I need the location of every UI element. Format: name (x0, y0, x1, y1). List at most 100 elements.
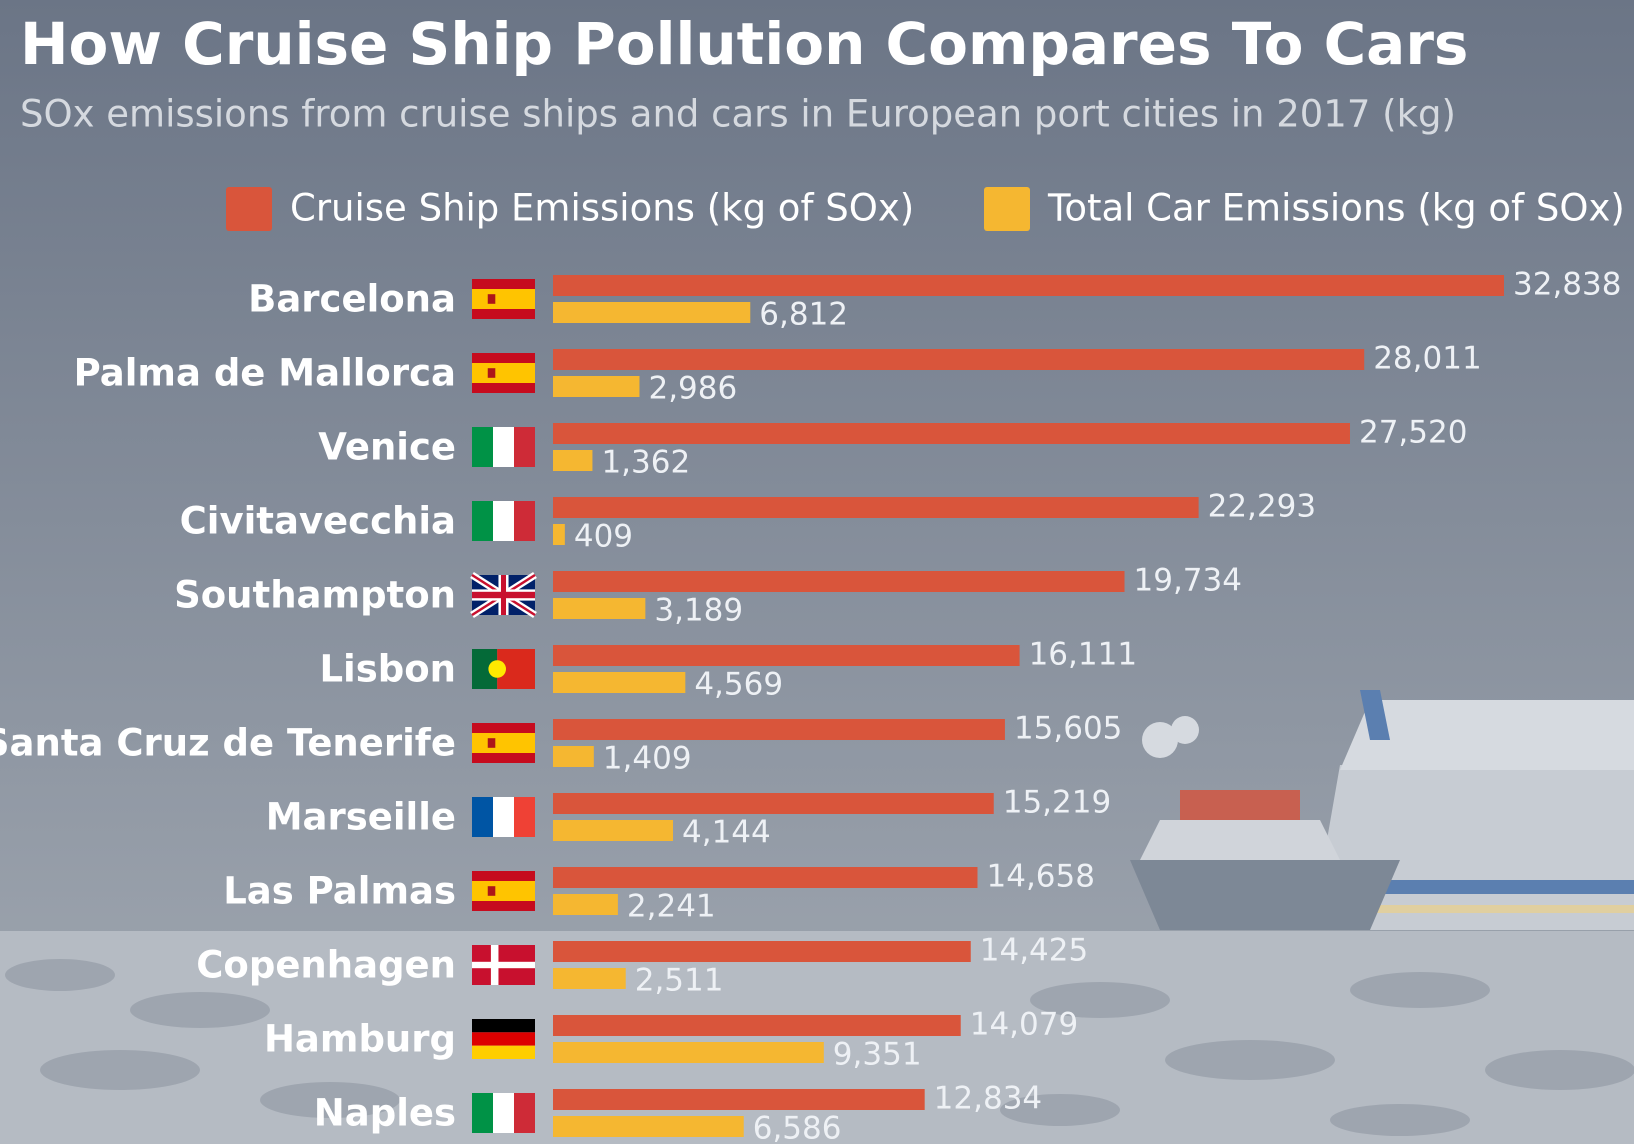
category-label: Palma de Mallorca (74, 352, 456, 395)
legend-label: Total Car Emissions (kg of SOx) (1047, 187, 1625, 230)
value-label: 22,293 (1208, 489, 1316, 525)
value-label: 16,111 (1029, 637, 1137, 673)
bar (553, 497, 1199, 518)
bar (553, 867, 978, 888)
value-label: 19,734 (1134, 563, 1242, 599)
bar (553, 968, 626, 989)
flag-part (487, 738, 496, 748)
value-label: 14,658 (987, 859, 1095, 895)
bar (553, 941, 971, 962)
bar (553, 645, 1020, 666)
flag (472, 1093, 535, 1133)
flag-part (514, 797, 535, 837)
value-label: 15,605 (1014, 711, 1122, 747)
flag-part (472, 427, 493, 467)
value-label: 3,189 (654, 593, 743, 629)
flag-part (472, 1093, 493, 1133)
bar (553, 571, 1125, 592)
flag-part (487, 368, 496, 378)
bar (553, 894, 618, 915)
bar (553, 598, 646, 619)
value-label: 14,079 (970, 1007, 1078, 1043)
value-label: 2,511 (635, 963, 724, 999)
value-label: 4,569 (694, 667, 783, 703)
value-label: 15,219 (1003, 785, 1111, 821)
flag-part (514, 501, 535, 541)
flag-part (472, 591, 535, 599)
value-label: 32,838 (1513, 267, 1621, 303)
category-label: Marseille (266, 796, 456, 839)
bar (553, 275, 1504, 296)
flag-part (472, 289, 535, 309)
value-label: 2,241 (627, 889, 716, 925)
bar (553, 423, 1350, 444)
flag (472, 797, 535, 837)
bar (553, 302, 751, 323)
plot: Barcelona 32,838 6,812 Palma de Mallorca 28,… (0, 267, 1621, 1144)
category-label: Hamburg (264, 1018, 456, 1061)
flag-part (493, 427, 514, 467)
flag-part (472, 1032, 535, 1046)
flag (472, 427, 535, 467)
category-label: Las Palmas (223, 870, 456, 913)
flag-part (488, 660, 507, 678)
flag-part (487, 886, 496, 896)
category-label: Copenhagen (196, 944, 456, 987)
category-label: Civitavecchia (180, 500, 456, 543)
flag (472, 723, 535, 763)
flag-part (514, 427, 535, 467)
flag-part (472, 1019, 535, 1033)
category-label: Lisbon (319, 648, 456, 691)
flag-part (487, 294, 496, 304)
flag-part (472, 363, 535, 383)
bar (553, 349, 1365, 370)
value-label: 9,351 (833, 1037, 922, 1073)
category-label: Naples (314, 1092, 456, 1135)
chart-title: How Cruise Ship Pollution Compares To Ca… (20, 10, 1468, 78)
flag-part (472, 797, 493, 837)
bar (553, 450, 593, 471)
value-label: 12,834 (934, 1081, 1042, 1117)
bar (553, 1042, 824, 1063)
bar (553, 1015, 961, 1036)
category-label: Venice (318, 426, 456, 469)
bar (553, 672, 686, 693)
legend: Cruise Ship Emissions (kg of SOx) Total C… (226, 187, 1625, 231)
legend-swatch (226, 187, 272, 231)
value-label: 6,812 (759, 297, 848, 333)
flag-part (472, 881, 535, 901)
flag (472, 1019, 535, 1059)
bar (553, 719, 1005, 740)
value-label: 1,409 (603, 741, 692, 777)
bar (553, 1116, 744, 1137)
legend-label: Cruise Ship Emissions (kg of SOx) (290, 187, 914, 230)
legend-swatch (984, 187, 1030, 231)
flag (472, 279, 535, 319)
value-label: 14,425 (980, 933, 1088, 969)
sea-pattern (5, 959, 1634, 1136)
bar (553, 793, 994, 814)
flag (472, 649, 535, 689)
bar (553, 376, 640, 397)
flag-part (493, 1093, 514, 1133)
flag (472, 945, 535, 985)
flag-part (472, 1045, 535, 1059)
value-label: 2,986 (648, 371, 737, 407)
category-label: Santa Cruz de Tenerife (0, 722, 456, 765)
bar (553, 746, 594, 767)
flag-part (514, 1093, 535, 1133)
value-label: 1,362 (601, 445, 690, 481)
flag (472, 353, 535, 393)
value-label: 4,144 (682, 815, 771, 851)
flag (472, 871, 535, 911)
flag (470, 572, 537, 618)
value-label: 409 (574, 519, 633, 555)
flag-part (493, 797, 514, 837)
flag-part (472, 501, 493, 541)
bar (553, 524, 565, 545)
value-label: 28,011 (1373, 341, 1481, 377)
category-label: Southampton (174, 574, 456, 617)
chart-subtitle: SOx emissions from cruise ships and cars… (20, 93, 1456, 136)
bar (553, 820, 674, 841)
